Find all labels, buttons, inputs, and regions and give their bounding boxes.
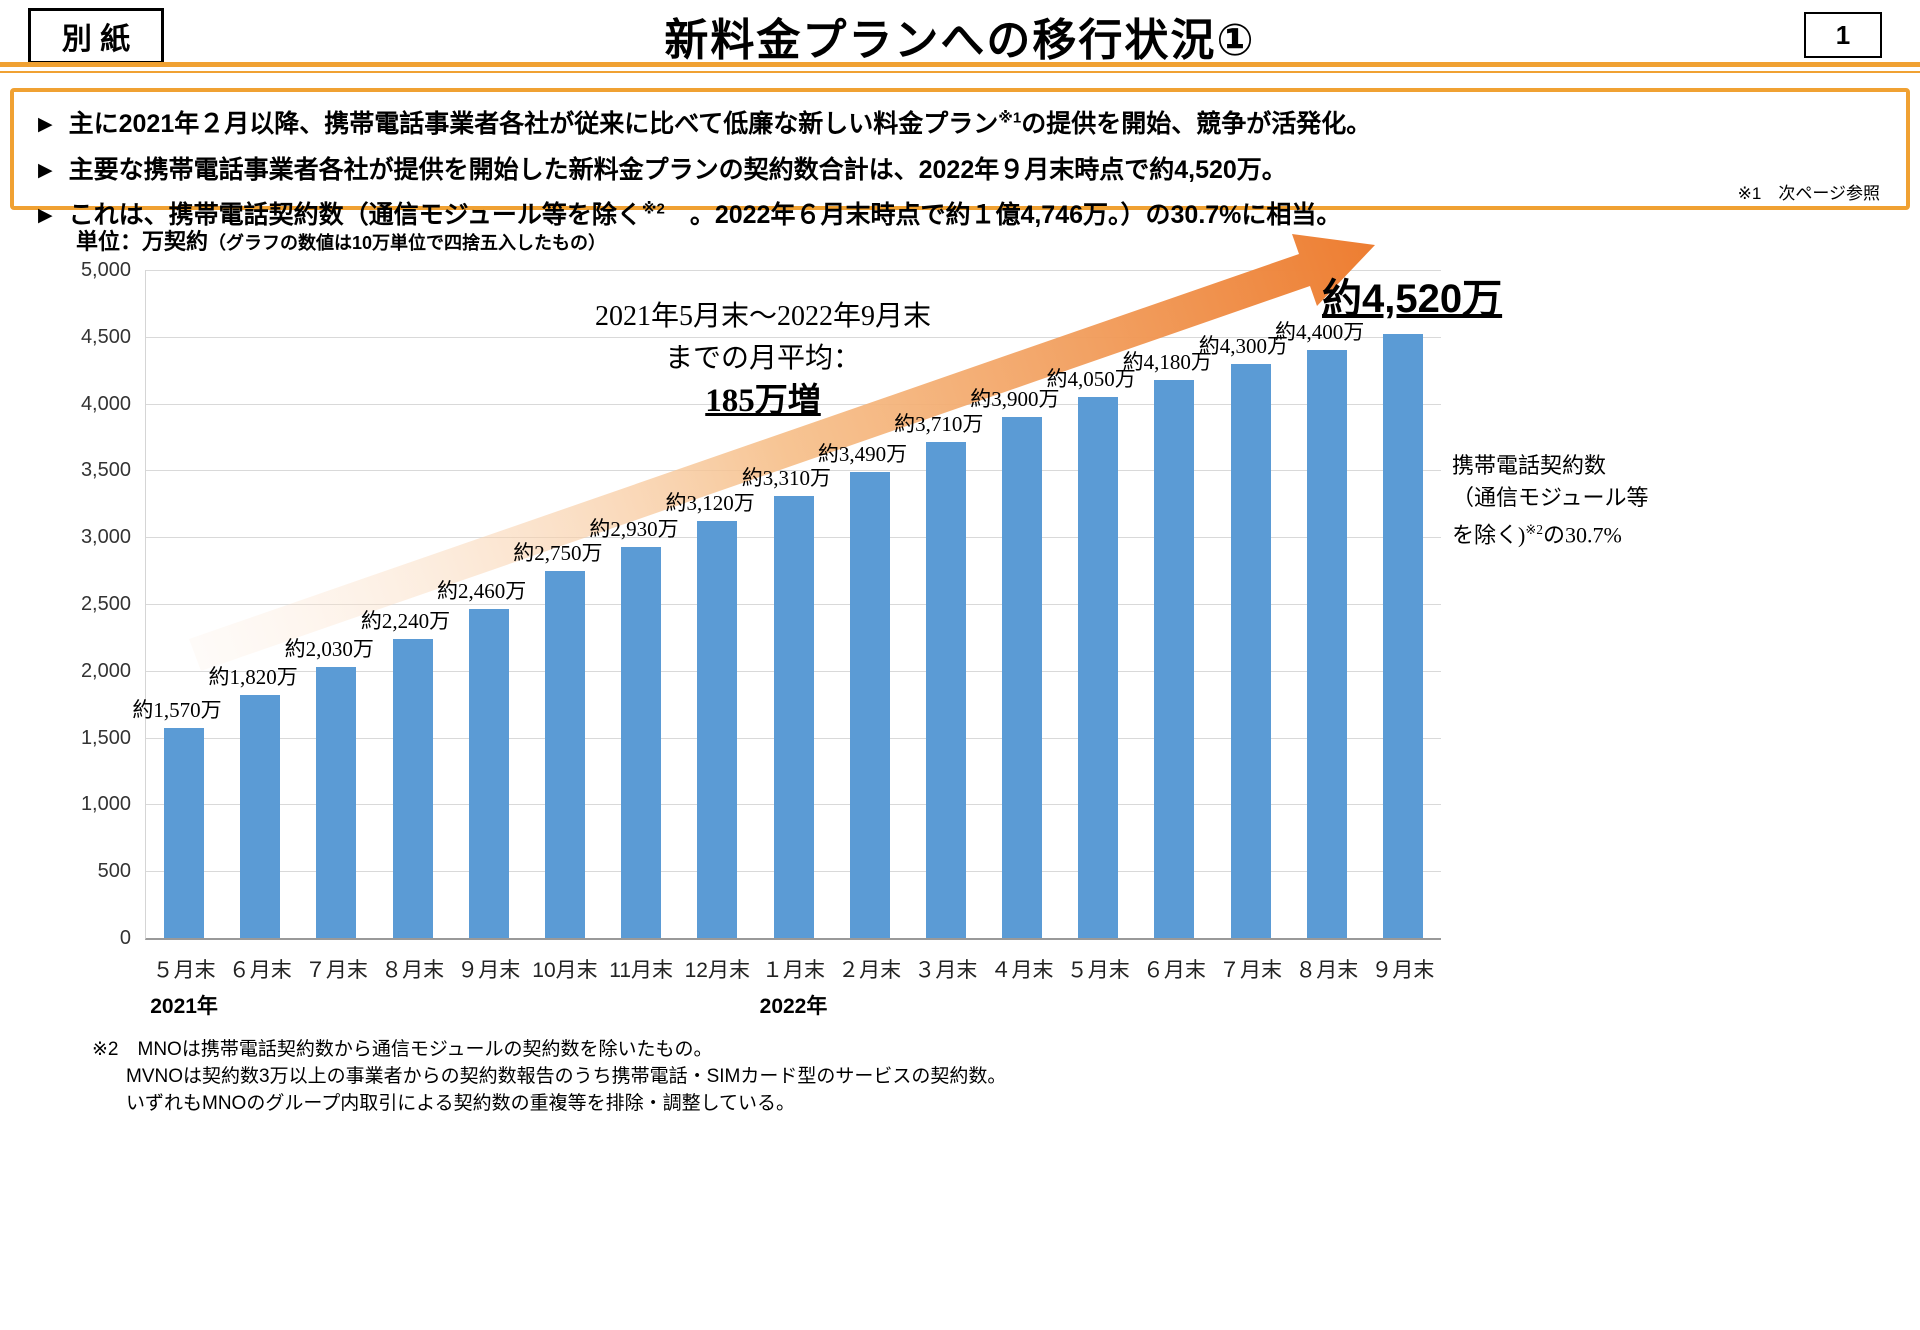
page-number-box: 1: [1804, 12, 1882, 58]
bullet-text-3: これは、携帯電話契約数（通信モジュール等を除く※2 。2022年６月末時点で約１…: [68, 200, 1342, 229]
x-axis-label: ５月末: [1066, 959, 1130, 982]
summary-box: ▶ 主に2021年２月以降、携帯電話事業者各社が従来に比べて低廉な新しい料金プラン…: [10, 88, 1910, 229]
gridline: [146, 270, 1441, 271]
page-title: 新料金プランへの移行状況①: [664, 16, 1256, 65]
bar: [316, 666, 357, 938]
x-axis-label: ８月末: [381, 959, 445, 982]
x-axis-label: １月末: [762, 959, 825, 982]
bullet-text-2: 主要な携帯電話事業者各社が提供を開始した新料金プランの契約数合計は、2022年９…: [68, 155, 1287, 184]
y-axis-label: 3,000: [80, 526, 131, 549]
year-label: 2021年: [150, 995, 218, 1018]
bullet-text-1: 主に2021年２月以降、携帯電話事業者各社が従来に比べて低廉な新しい料金プラン※…: [68, 110, 1372, 139]
attachment-tag-label: 別 紙: [61, 23, 131, 56]
x-axis-label: ９月末: [1371, 959, 1435, 982]
bar-value-label: 約1,570万: [132, 698, 222, 723]
bar: [1230, 363, 1271, 938]
bullet-item-1: ▶ 主に2021年２月以降、携帯電話事業者各社が従来に比べて低廉な新しい料金プラン…: [38, 100, 1886, 145]
x-axis-label: ７月末: [1219, 959, 1283, 982]
bar: [621, 546, 662, 938]
footnote-line-3: いずれもMNOのグループ内取引による契約数の重複等を排除・調整している。: [126, 1093, 796, 1114]
bar-value-label: 約1,820万: [208, 664, 298, 689]
footnote-ref-1: ※1 次ページ参照: [1737, 184, 1880, 203]
bar: [1078, 396, 1119, 938]
y-axis-label: 1,000: [80, 793, 131, 816]
x-axis-label: ２月末: [838, 959, 902, 982]
annotation-line-2: までの月平均：: [664, 343, 861, 374]
footnote-line-2: MVNOは契約数3万以上の事業者からの契約数報告のうち携帯電話・SIMカード型の…: [126, 1066, 1007, 1087]
x-axis-label: ７月末: [304, 959, 368, 982]
y-axis-label: 500: [97, 860, 131, 883]
x-axis-label: 12月末: [684, 959, 750, 982]
bar: [925, 442, 966, 938]
attachment-tag: 別 紙: [28, 8, 164, 64]
final-value-label: 約4,520万: [1322, 277, 1503, 321]
bullet-arrow-icon: ▶: [38, 159, 53, 181]
year-label: 2022年: [759, 995, 828, 1018]
bar: [544, 570, 585, 938]
footnotes: ※2 MNOは携帯電話契約数から通信モジュールの契約数を除いたもの。 MVNOは…: [92, 1036, 1006, 1117]
bullet-item-3: ▶ これは、携帯電話契約数（通信モジュール等を除く※2 。2022年６月末時点で約…: [38, 191, 1886, 236]
average-increase-annotation: 2021年5月末～2022年9月末 までの月平均： 185万増: [588, 296, 938, 422]
bar: [240, 694, 281, 938]
bar: [773, 495, 814, 938]
x-axis-label: 10月末: [532, 959, 598, 982]
y-axis-label: 1,500: [80, 726, 131, 749]
bar-value-label: 約2,460万: [437, 579, 527, 604]
y-axis-label: 4,000: [80, 392, 131, 415]
bar: [1154, 379, 1195, 938]
share-annotation: 携帯電話契約数 （通信モジュール等 を除く)※2の30.7%: [1452, 453, 1649, 548]
y-axis-label: 4,500: [80, 325, 131, 348]
bullet-arrow-icon: ▶: [38, 114, 53, 136]
bar: [1382, 334, 1423, 938]
bar: [468, 609, 509, 938]
bullet-item-2: ▶ 主要な携帯電話事業者各社が提供を開始した新料金プランの契約数合計は、2022年…: [38, 145, 1886, 190]
annotation-line-3: 185万増: [705, 383, 821, 419]
bar-value-label: 約2,240万: [360, 608, 451, 633]
x-axis-label: ６月末: [228, 959, 292, 982]
footnote-line-1: ※2 MNOは携帯電話契約数から通信モジュールの契約数を除いたもの。: [92, 1039, 713, 1060]
x-axis-label: ３月末: [914, 959, 978, 982]
y-axis-label: 3,500: [80, 459, 131, 482]
bar: [1002, 416, 1043, 938]
x-axis-label: ８月末: [1295, 959, 1359, 982]
bar: [392, 638, 433, 938]
bar: [697, 521, 738, 938]
bar: [164, 728, 205, 938]
x-axis-label: ６月末: [1142, 959, 1206, 982]
y-axis-label: 5,000: [80, 259, 131, 281]
bullet-arrow-icon: ▶: [38, 204, 53, 226]
y-axis-label: 2,000: [80, 659, 131, 682]
header-rule-thick: [0, 62, 1920, 67]
bar-value-label: 約2,030万: [284, 636, 374, 661]
bar: [849, 471, 890, 938]
page-number: 1: [1835, 19, 1851, 50]
bar: [1306, 350, 1347, 938]
y-axis-label: 0: [119, 927, 131, 949]
x-axis-label: ５月末: [152, 959, 216, 982]
header-rule-thin: [0, 71, 1920, 73]
chart-unit-label: 単位：万契約（グラフの数値は10万単位で四捨五入したもの）: [76, 229, 607, 254]
x-axis-label: ９月末: [457, 959, 521, 982]
annotation-line-1: 2021年5月末～2022年9月末: [594, 301, 931, 332]
x-axis-label: ４月末: [990, 959, 1054, 982]
bar-value-label: 約3,490万: [817, 441, 908, 466]
x-axis-label: 11月末: [609, 959, 674, 982]
y-axis-label: 2,500: [80, 593, 131, 615]
